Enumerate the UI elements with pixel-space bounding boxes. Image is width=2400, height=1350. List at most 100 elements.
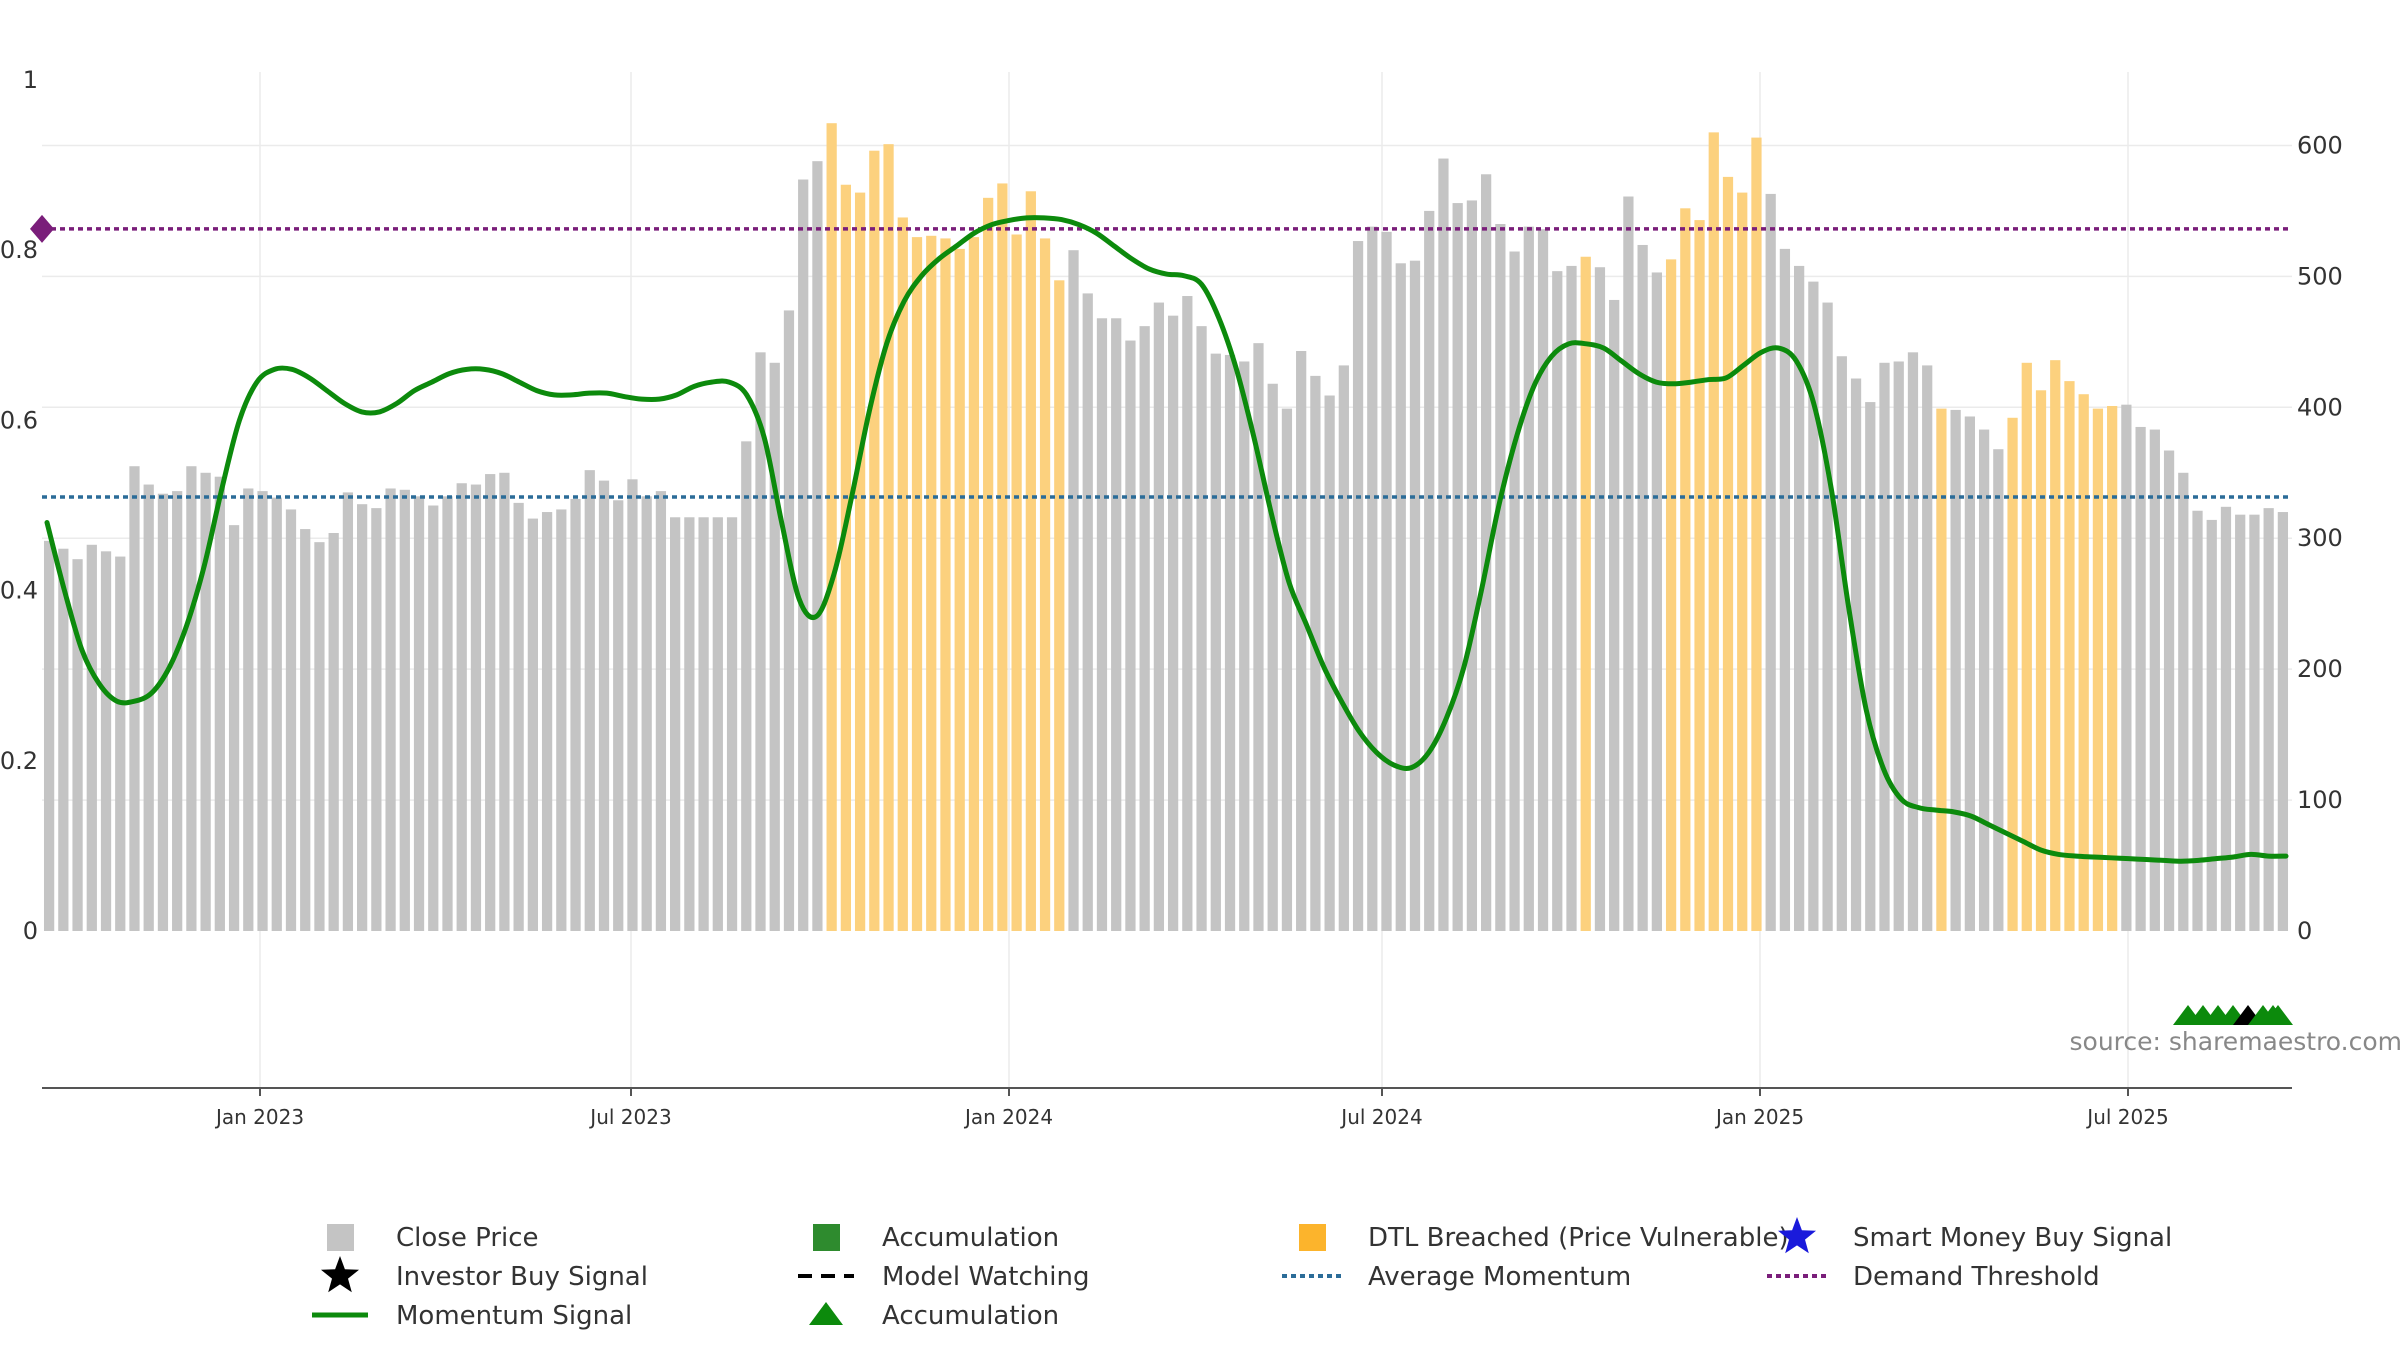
legend-item: Close Price — [327, 1223, 539, 1253]
axes: Jan 2023 Jul 2023 Jan 2024 Jul 2024 Jan 2025… — [0, 66, 2343, 1129]
legend-label: Smart Money Buy Signal — [1853, 1223, 2172, 1253]
close-price-bar — [1466, 200, 1478, 932]
legend-item: Smart Money Buy Signal — [1778, 1217, 2172, 1254]
close-price-bar — [698, 517, 709, 931]
left-tick-label: 0.4 — [0, 577, 38, 605]
close-price-bar — [1111, 318, 1122, 931]
dtl-breached-bar — [954, 248, 965, 932]
dtl-breached-bar — [1039, 238, 1051, 931]
close-price-bar — [485, 474, 496, 931]
legend-label: Average Momentum — [1368, 1262, 1631, 1292]
dtl-breached-bar — [1054, 280, 1065, 931]
close-price-bar — [1452, 203, 1463, 931]
dtl-breached-bar — [2107, 405, 2118, 931]
close-price-bar — [72, 559, 83, 931]
close-price-bar — [812, 161, 823, 931]
close-price-bar — [1623, 196, 1634, 931]
close-price-bar — [456, 483, 467, 931]
close-price-bar — [655, 491, 667, 931]
dtl-breached-bar — [2078, 394, 2089, 931]
close-price-bar — [1253, 343, 1264, 931]
legend-star-icon — [1778, 1217, 1816, 1254]
close-price-bar — [442, 496, 453, 931]
close-price-bar — [1964, 416, 1975, 932]
legend-triangle-icon — [809, 1302, 843, 1325]
close-price-bar — [214, 476, 225, 931]
dtl-breached-bar — [1680, 208, 1691, 931]
legend-item: Accumulation — [809, 1301, 1059, 1331]
close-price-bar — [200, 472, 211, 931]
close-price-bar — [1609, 299, 1620, 931]
close-price-bar — [2206, 519, 2217, 931]
close-price-bar — [584, 470, 595, 931]
right-tick-label: 600 — [2297, 131, 2343, 159]
close-price-bar — [399, 489, 410, 931]
close-price-bar — [2277, 512, 2289, 931]
close-price-bar — [499, 472, 510, 931]
legend-square-icon — [327, 1224, 354, 1251]
dtl-breached-bar — [968, 237, 980, 932]
close-price-bar — [1068, 250, 1079, 931]
close-price-bar — [1822, 302, 1833, 932]
close-price-bar — [1651, 272, 1662, 931]
close-price-bar — [1196, 326, 1207, 931]
close-price-bar — [2178, 472, 2189, 931]
legend-label: Investor Buy Signal — [396, 1262, 648, 1292]
close-price-bar — [1424, 210, 1435, 931]
close-price-bar — [1381, 231, 1392, 931]
close-price-bar — [428, 505, 439, 931]
dtl-breached-bar — [926, 235, 937, 931]
right-tick-label: 0 — [2297, 917, 2312, 945]
close-price-bar — [1281, 408, 1293, 931]
accumulation-triangle — [2258, 1005, 2288, 1025]
legend-label: Accumulation — [882, 1301, 1059, 1331]
dtl-breached-bar — [2021, 362, 2032, 932]
close-price-bar — [1082, 293, 1093, 931]
close-price-bar — [613, 500, 624, 931]
close-price-bar — [1409, 260, 1421, 932]
dtl-breached-bar — [897, 217, 908, 931]
close-price-bar — [143, 484, 154, 931]
close-price-bar — [798, 179, 809, 932]
close-price-bar — [413, 496, 425, 931]
close-price-bar — [2263, 508, 2274, 931]
close-price-bar — [598, 480, 610, 931]
close-price-bar — [58, 548, 69, 931]
x-tick-label: Jan 2023 — [214, 1105, 304, 1129]
left-tick-label: 0 — [23, 917, 38, 945]
close-price-bar — [2163, 450, 2175, 931]
close-price-bar — [783, 310, 795, 931]
close-price-bar — [1950, 409, 1961, 931]
close-price-bar — [1167, 315, 1179, 932]
right-tick-label: 100 — [2297, 786, 2343, 814]
left-tick-label: 0.8 — [0, 236, 38, 264]
close-price-bar — [684, 517, 695, 931]
close-price-bar — [342, 492, 354, 931]
close-price-bar — [513, 502, 524, 931]
close-price-bar — [641, 496, 652, 931]
dtl-breached-bar — [1708, 132, 1719, 931]
legend-item: Average Momentum — [1282, 1262, 1631, 1292]
close-price-bar — [1893, 361, 1904, 931]
x-tick-label: Jul 2025 — [2085, 1105, 2168, 1129]
close-price-bar — [371, 508, 382, 931]
close-price-bar — [1481, 174, 1492, 931]
legend: Close Price Accumulation DTL Breached (Pri… — [312, 1217, 2172, 1331]
x-tick-label: Jan 2025 — [1714, 1105, 1804, 1129]
close-price-bar — [1993, 449, 2004, 931]
close-price-bar — [712, 517, 723, 931]
dtl-breached-bar — [1025, 191, 1036, 932]
x-tick-label: Jul 2023 — [588, 1105, 671, 1129]
left-tick-label: 0.2 — [0, 747, 38, 775]
close-price-bar — [1794, 265, 1805, 931]
close-price-bar — [1438, 158, 1449, 932]
close-price-bar — [115, 556, 126, 931]
legend-item: Demand Threshold — [1767, 1262, 2100, 1292]
close-price-bar — [1907, 352, 1919, 931]
close-price-bar — [1779, 248, 1791, 932]
close-price-bar — [1637, 244, 1648, 931]
close-price-bar — [1096, 318, 1108, 931]
legend-item: Investor Buy Signal — [321, 1256, 648, 1293]
threshold-diamond-marker — [30, 214, 54, 243]
legend-square-icon — [813, 1224, 840, 1251]
